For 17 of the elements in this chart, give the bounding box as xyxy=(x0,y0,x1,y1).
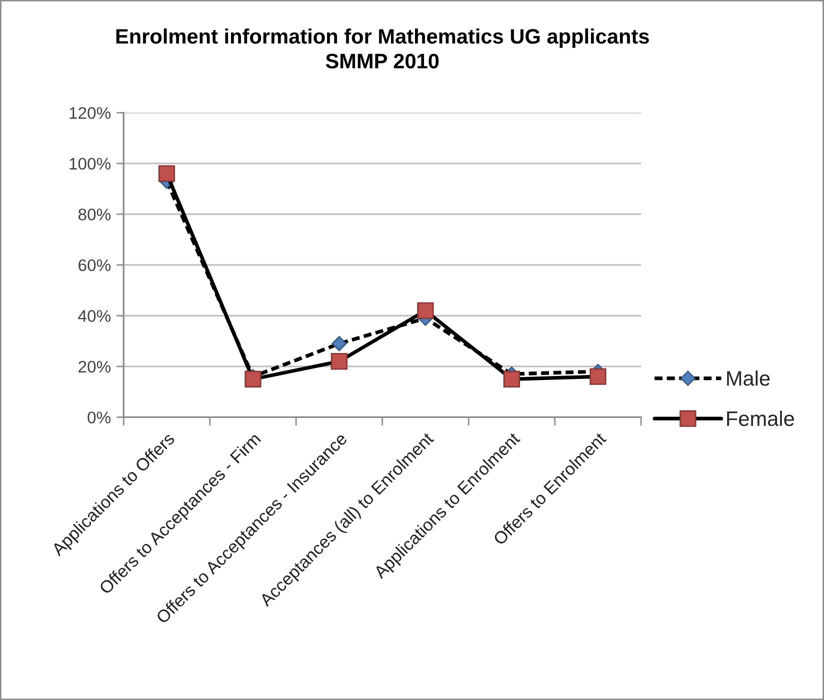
y-tick-label: 80% xyxy=(78,208,111,220)
point xyxy=(244,370,262,388)
point xyxy=(330,353,348,370)
point xyxy=(158,165,176,182)
point xyxy=(332,336,347,352)
point xyxy=(590,368,606,385)
point xyxy=(417,302,434,319)
y-tick-label: 100% xyxy=(70,158,111,170)
y-tick-label: 0% xyxy=(88,412,111,424)
y-tick-label: 120% xyxy=(70,107,111,119)
chart-title: Enrolment information for Mathematics UG applicants SMMP 2010 xyxy=(116,28,649,68)
legend-label: Male xyxy=(727,370,770,386)
legend-label: Female xyxy=(727,410,794,426)
point xyxy=(503,370,520,388)
y-tick-label: 40% xyxy=(78,310,111,322)
y-tick-label: 20% xyxy=(78,360,111,373)
y-tick-label: 60% xyxy=(78,259,111,272)
